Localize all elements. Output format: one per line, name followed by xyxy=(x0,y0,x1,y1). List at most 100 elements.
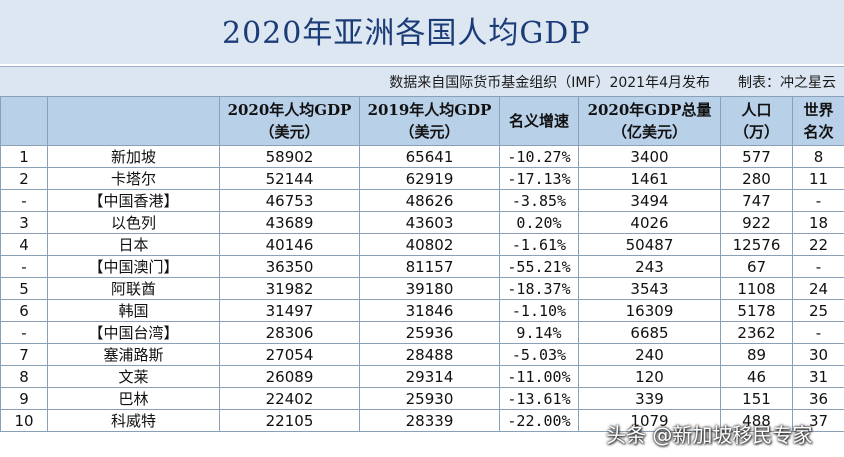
table-row: 1 新加坡 58902 65641 -10.27% 3400 577 8 xyxy=(0,145,844,168)
cell-world-rank: 22 xyxy=(792,233,844,256)
cell-gdp-pc-2019: 31846 xyxy=(359,299,500,322)
watermark: 头条 @新加坡移民专家 xyxy=(606,423,813,447)
cell-population: 151 xyxy=(720,387,793,410)
cell-rank: - xyxy=(0,321,48,344)
cell-gdp-pc-2019: 43603 xyxy=(359,211,500,234)
table-row: 4 日本 40146 40802 -1.61% 50487 12576 22 xyxy=(0,233,844,256)
cell-gdp-pc-2020: 22105 xyxy=(219,409,360,432)
cell-population: 747 xyxy=(720,189,793,212)
cell-gdp-pc-2020: 36350 xyxy=(219,255,360,278)
cell-world-rank: 30 xyxy=(792,343,844,366)
cell-rank: 5 xyxy=(0,277,48,300)
cell-rank: - xyxy=(0,255,48,278)
cell-name: 文莱 xyxy=(47,365,220,388)
cell-gdp-pc-2019: 65641 xyxy=(359,145,500,168)
header-world-rank-line2: 名次 xyxy=(803,123,834,141)
cell-gdp-pc-2020: 52144 xyxy=(219,167,360,190)
header-gdp-pc-2020-line1: 2020年人均GDP xyxy=(227,101,352,119)
cell-growth: -1.10% xyxy=(499,299,579,322)
cell-gdp-total: 1461 xyxy=(578,167,721,190)
cell-gdp-total: 120 xyxy=(578,365,721,388)
cell-rank: 10 xyxy=(0,409,48,432)
table-row: - 【中国台湾】 28306 25936 9.14% 6685 2362- xyxy=(0,321,844,344)
cell-rank: - xyxy=(0,189,48,212)
cell-gdp-pc-2019: 28488 xyxy=(359,343,500,366)
header-gdp-pc-2020: 2020年人均GDP （美元） xyxy=(219,96,360,146)
cell-name: 【中国台湾】 xyxy=(47,321,220,344)
cell-gdp-total: 3494 xyxy=(578,189,721,212)
cell-growth: -5.03% xyxy=(499,343,579,366)
table-row: 2 卡塔尔 52144 62919 -17.13% 1461 280 11 xyxy=(0,167,844,190)
cell-growth: 0.20% xyxy=(499,211,579,234)
cell-rank: 7 xyxy=(0,343,48,366)
cell-world-rank: - xyxy=(792,255,844,278)
header-gdp-total-line2: （亿美元） xyxy=(611,123,687,141)
cell-gdp-pc-2020: 58902 xyxy=(219,145,360,168)
cell-gdp-pc-2019: 48626 xyxy=(359,189,500,212)
cell-population: 5178 xyxy=(720,299,793,322)
cell-growth: 9.14% xyxy=(499,321,579,344)
cell-rank: 8 xyxy=(0,365,48,388)
cell-growth: -11.00% xyxy=(499,365,579,388)
cell-gdp-pc-2019: 25930 xyxy=(359,387,500,410)
header-world-rank: 世界 名次 xyxy=(792,96,844,146)
cell-gdp-pc-2020: 40146 xyxy=(219,233,360,256)
cell-gdp-pc-2019: 40802 xyxy=(359,233,500,256)
table-row: 8 文莱 26089 29314 -11.00% 120 46 31 xyxy=(0,365,844,388)
title-bar: 2020年亚洲各国人均GDP xyxy=(0,0,844,64)
cell-gdp-total: 243 xyxy=(578,255,721,278)
cell-gdp-pc-2019: 25936 xyxy=(359,321,500,344)
header-gdp-total-line1: 2020年GDP总量 xyxy=(587,101,712,119)
cell-world-rank: 24 xyxy=(792,277,844,300)
cell-population: 67 xyxy=(720,255,793,278)
header-name xyxy=(47,96,220,146)
header-gdp-pc-2019-line2: （美元） xyxy=(399,123,460,141)
cell-gdp-total: 1079 xyxy=(578,409,721,432)
cell-name: 巴林 xyxy=(47,387,220,410)
cell-world-rank: 31 xyxy=(792,365,844,388)
cell-gdp-pc-2020: 31497 xyxy=(219,299,360,322)
cell-population: 12576 xyxy=(720,233,793,256)
cell-gdp-total: 4026 xyxy=(578,211,721,234)
cell-world-rank: 36 xyxy=(792,387,844,410)
cell-name: 【中国澳门】 xyxy=(47,255,220,278)
cell-name: 【中国香港】 xyxy=(47,189,220,212)
cell-world-rank: 11 xyxy=(792,167,844,190)
cell-population: 89 xyxy=(720,343,793,366)
cell-gdp-total: 6685 xyxy=(578,321,721,344)
table-row: 10 科威特 22105 28339 -22.00% 1079 488 37 xyxy=(0,409,844,432)
cell-gdp-pc-2019: 28339 xyxy=(359,409,500,432)
cell-gdp-total: 3543 xyxy=(578,277,721,300)
source-bar: 数据来自国际货币基金组织（IMF）2021年4月发布 制表：冲之星云 xyxy=(0,66,844,96)
cell-gdp-pc-2019: 81157 xyxy=(359,255,500,278)
page-title: 2020年亚洲各国人均GDP xyxy=(222,16,591,51)
table-row: 7 塞浦路斯 27054 28488 -5.03% 240 89 30 xyxy=(0,343,844,366)
table-row: 6 韩国 31497 31846 -1.10% 16309 5178 25 xyxy=(0,299,844,322)
header-gdp-pc-2019-line1: 2019年人均GDP xyxy=(367,101,492,119)
cell-world-rank: 25 xyxy=(792,299,844,322)
header-gdp-pc-2020-line2: （美元） xyxy=(259,123,320,141)
cell-population: 2362 xyxy=(720,321,793,344)
cell-rank: 2 xyxy=(0,167,48,190)
cell-gdp-total: 50487 xyxy=(578,233,721,256)
cell-population: 1108 xyxy=(720,277,793,300)
cell-name: 塞浦路斯 xyxy=(47,343,220,366)
cell-gdp-pc-2020: 31982 xyxy=(219,277,360,300)
cell-gdp-pc-2020: 26089 xyxy=(219,365,360,388)
cell-rank: 1 xyxy=(0,145,48,168)
header-gdp-total: 2020年GDP总量 （亿美元） xyxy=(578,96,721,146)
cell-world-rank: 37 xyxy=(792,409,844,432)
table-row: 3 以色列 43689 43603 0.20% 4026 922 18 xyxy=(0,211,844,234)
cell-gdp-total: 339 xyxy=(578,387,721,410)
cell-rank: 3 xyxy=(0,211,48,234)
header-row: 2020年人均GDP （美元） 2019年人均GDP （美元） 名义增速 202… xyxy=(0,96,844,146)
cell-rank: 6 xyxy=(0,299,48,322)
header-growth: 名义增速 xyxy=(499,96,579,146)
header-population-line1: 人口 xyxy=(741,101,772,119)
cell-world-rank: 18 xyxy=(792,211,844,234)
cell-world-rank: - xyxy=(792,321,844,344)
cell-world-rank: 8 xyxy=(792,145,844,168)
cell-name: 卡塔尔 xyxy=(47,167,220,190)
cell-gdp-pc-2019: 62919 xyxy=(359,167,500,190)
header-gdp-pc-2019: 2019年人均GDP （美元） xyxy=(359,96,500,146)
